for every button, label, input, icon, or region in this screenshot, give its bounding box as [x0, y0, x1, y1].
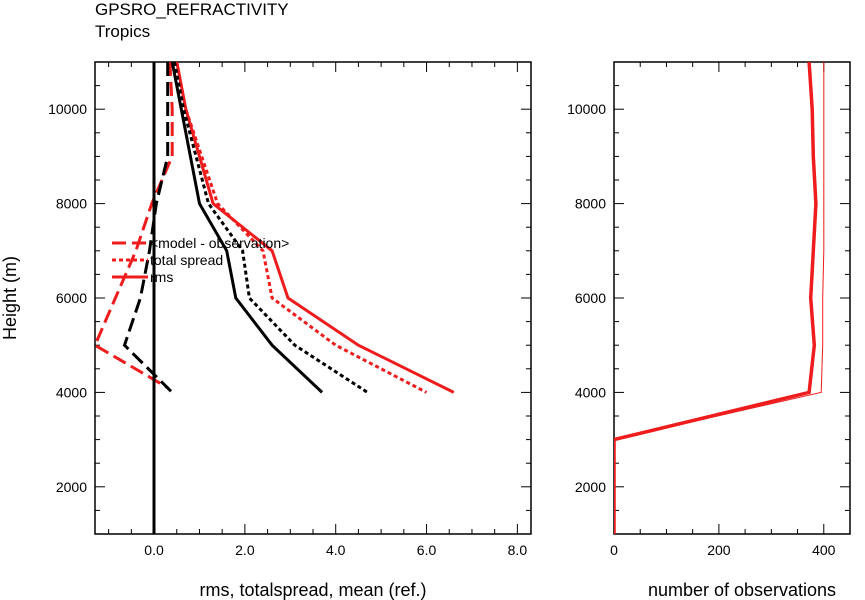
y-tick-label: 2000: [56, 479, 87, 495]
x-axis-label: rms, totalspread, mean (ref.): [199, 580, 426, 600]
y-tick-label: 6000: [56, 290, 87, 306]
x-axis-label: number of observations: [648, 580, 836, 600]
y-tick-label: 8000: [56, 196, 87, 212]
series-line: [170, 62, 324, 394]
y-tick-label: 8000: [575, 196, 606, 212]
x-tick-label: 0: [610, 542, 618, 558]
chart-title: GPSRO_REFRACTIVITY: [95, 0, 289, 19]
y-tick-label: 4000: [575, 384, 606, 400]
y-tick-label: 10000: [567, 101, 606, 117]
legend-label: rms: [150, 269, 173, 285]
x-tick-label: 0.0: [144, 542, 164, 558]
y-axis-label: Height (m): [0, 256, 20, 340]
right-panel: 2000 4000 6000 8000 10000 0 200 400 number of ob…: [567, 61, 851, 600]
y-tick-label: 4000: [56, 384, 87, 400]
x-tick-label: 200: [707, 542, 731, 558]
x-tick-label: 4.0: [326, 542, 346, 558]
series-line: [175, 62, 455, 394]
y-tick-label: 10000: [48, 101, 87, 117]
x-tick-label: 6.0: [417, 542, 437, 558]
y-tick-label: 6000: [575, 290, 606, 306]
series-line: [614, 62, 825, 534]
series-line: [173, 62, 369, 394]
plot-frame: [94, 61, 532, 535]
left-panel: 2000 4000 6000 8000 10000 0.0 2.0 4.0 6.0 8.0 rms,…: [0, 61, 532, 600]
chart-subtitle: Tropics: [95, 22, 151, 41]
series-line: [175, 62, 428, 394]
legend-label: <model - observation>: [150, 235, 289, 251]
x-tick-label: 2.0: [235, 542, 255, 558]
series-line: [614, 62, 818, 534]
series-line: [122, 62, 174, 394]
x-tick-label: 8.0: [508, 542, 528, 558]
y-tick-label: 2000: [575, 479, 606, 495]
series-line: [95, 62, 174, 389]
plot-frame: [613, 61, 851, 535]
x-tick-label: 400: [812, 542, 836, 558]
legend-label: total spread: [150, 252, 223, 268]
